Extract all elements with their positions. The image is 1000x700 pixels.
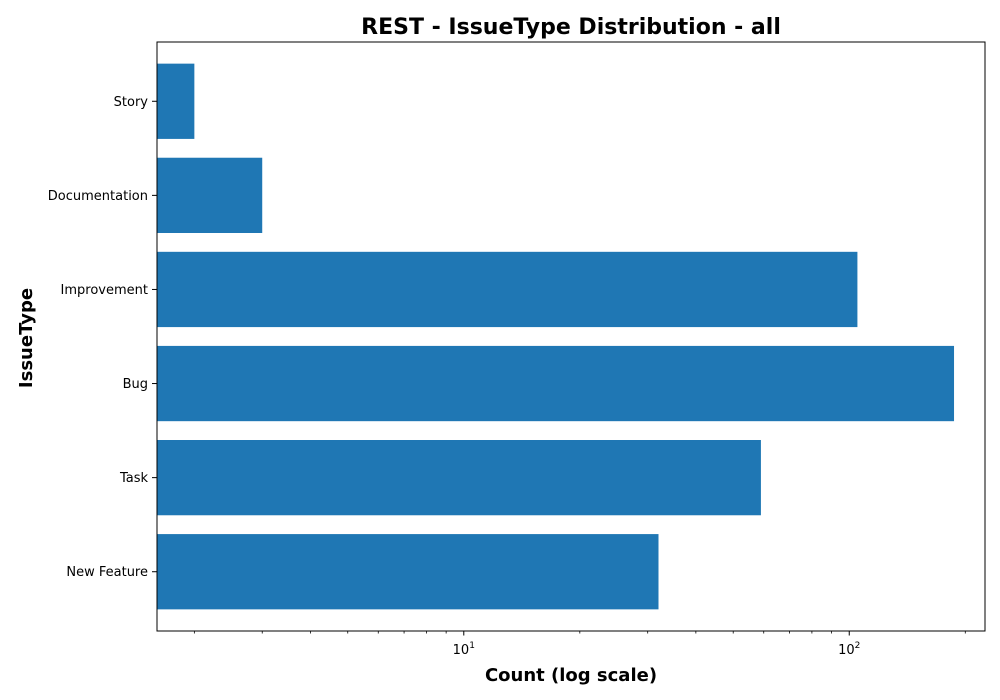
bar-documentation (157, 157, 263, 233)
bar-bug (157, 345, 955, 422)
y-axis-label: IssueType (16, 288, 37, 388)
y-tick-label: Documentation (48, 189, 148, 204)
plot-frame (156, 41, 986, 632)
y-tick-label: Task (119, 471, 149, 486)
y-tick-label: Bug (123, 377, 148, 392)
chart-title: REST - IssueType Distribution - all (361, 15, 781, 40)
bar-improvement (157, 251, 858, 328)
bar-story (157, 63, 195, 139)
y-tick-label: Improvement (61, 283, 148, 298)
bar-task (157, 440, 761, 516)
y-tick-label: Story (114, 95, 149, 110)
plot-area: New Feature Task Bug Improvement Documentati… (48, 41, 986, 658)
x-tick-label: 102 (838, 641, 860, 658)
x-axis-label: Count (log scale) (485, 665, 657, 686)
x-tick-label: 101 (453, 641, 475, 658)
bar-new-feature (157, 534, 659, 610)
y-tick-label: New Feature (66, 565, 148, 580)
